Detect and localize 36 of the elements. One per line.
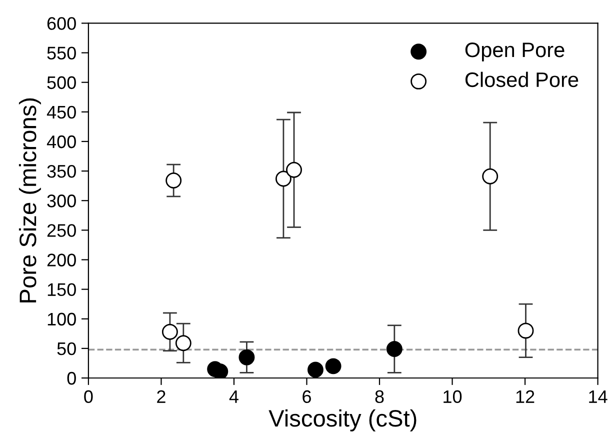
point	[175, 335, 192, 352]
point	[325, 358, 342, 374]
y-tick-label: 100	[48, 312, 76, 326]
y-tick-label: 400	[46, 135, 76, 148]
point	[482, 168, 498, 184]
y-tick-label: 200	[47, 254, 76, 266]
point	[286, 162, 302, 178]
y-tick-label: 150	[48, 283, 76, 296]
legend-label: Open Pore	[465, 42, 564, 62]
y-axis-title: Pore Size (microns)	[18, 98, 41, 302]
legend-label: Closed Pore	[465, 72, 578, 88]
y-tick-label: 450	[46, 106, 76, 119]
y-tick-label: 0	[67, 372, 76, 385]
y-tick-label: 300	[47, 194, 76, 208]
x-tick-label: 4	[229, 390, 238, 403]
point	[518, 322, 534, 339]
x-tick-label: 8	[375, 390, 384, 404]
y-tick-label: 50	[57, 342, 76, 356]
y-tick-label: 350	[47, 164, 76, 178]
point	[162, 324, 178, 340]
point	[307, 362, 324, 378]
x-tick-label: 6	[302, 390, 311, 404]
y-tick-label: 250	[47, 224, 76, 237]
y-tick-label: 500	[47, 76, 76, 90]
point	[238, 349, 255, 366]
x-tick-label: 0	[84, 390, 93, 404]
point	[166, 172, 182, 188]
x-axis-title: Viscosity (cSt)	[268, 409, 416, 432]
y-tick-label: 550	[47, 46, 76, 60]
x-tick-label: 10	[444, 390, 462, 404]
y-tick-label: 600	[47, 17, 76, 30]
x-tick-label: 2	[157, 390, 166, 403]
point	[386, 341, 402, 357]
x-tick-label: 12	[516, 390, 534, 403]
x-tick-label: 14	[589, 390, 608, 403]
point	[275, 170, 292, 187]
